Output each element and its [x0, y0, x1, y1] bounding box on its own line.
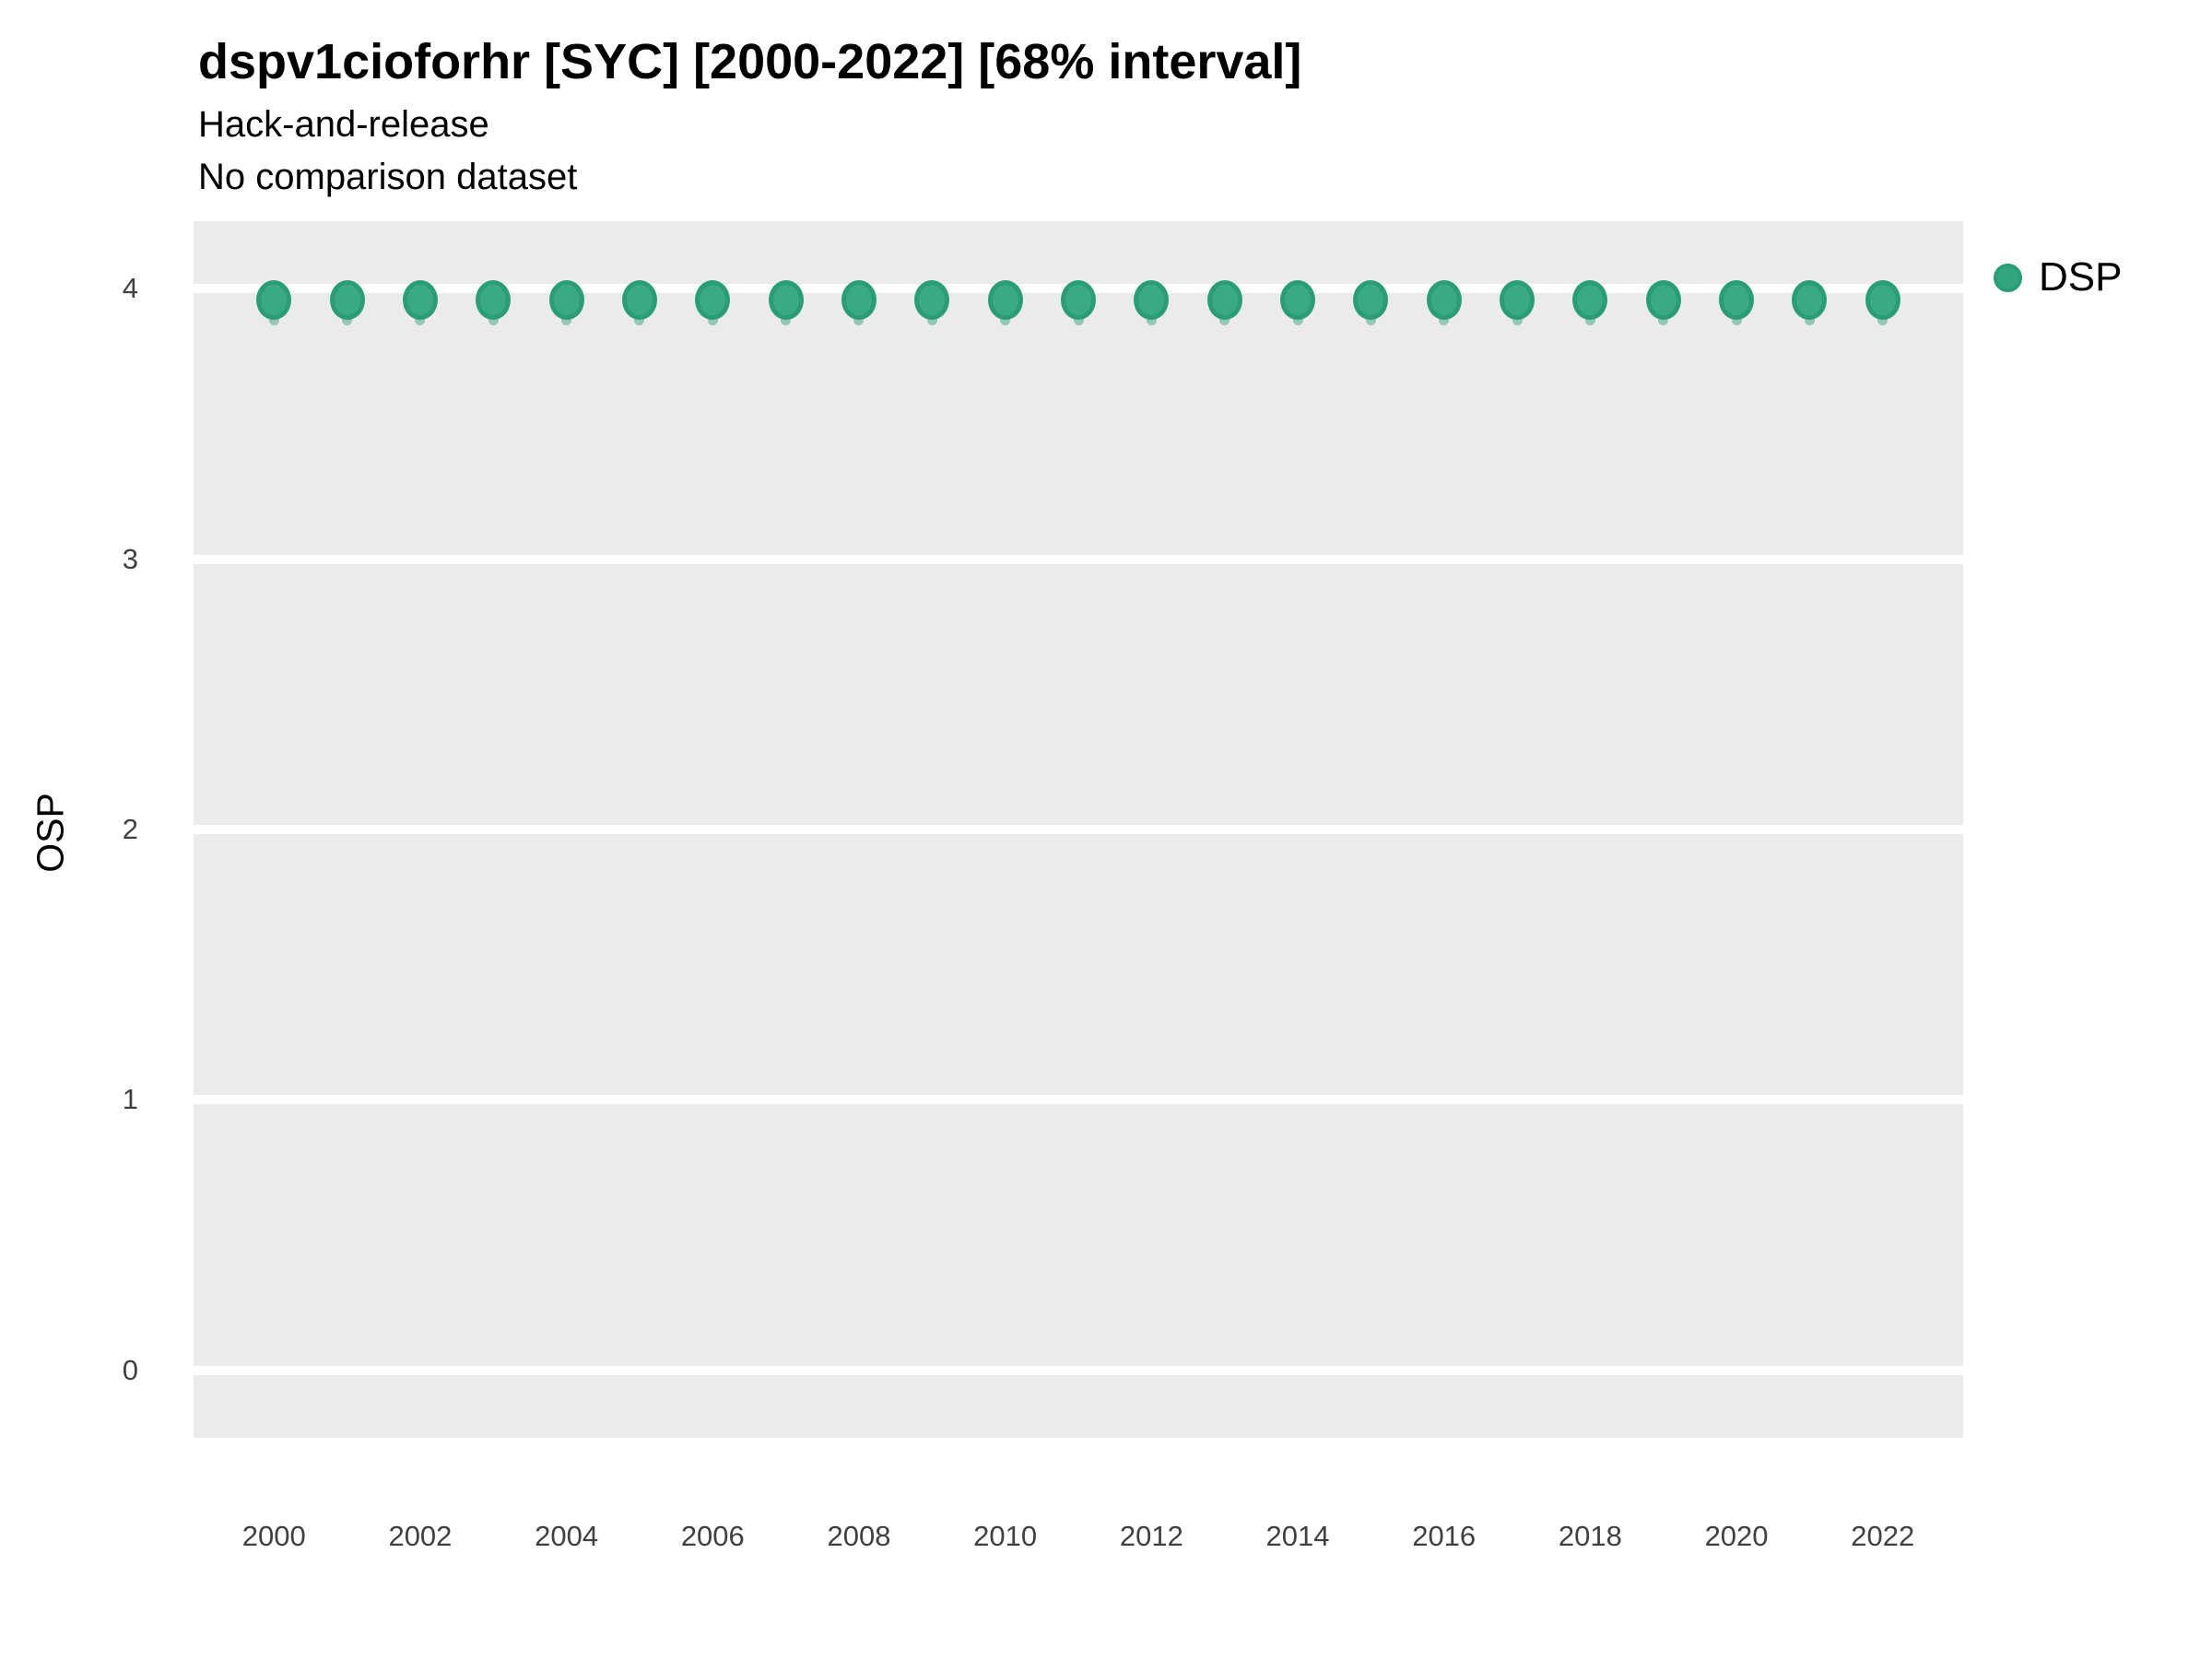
data-point-2013 [1206, 279, 1242, 320]
y-tick-label-0: 0 [122, 1353, 138, 1386]
x-tick-label-2002: 2002 [388, 1520, 453, 1552]
data-point-2000 [256, 279, 292, 320]
data-point-2008 [841, 279, 877, 320]
y-tick-label-3: 3 [122, 542, 138, 575]
legend: DSP [1994, 254, 2122, 300]
data-point-2015 [1353, 279, 1389, 320]
y-tick-label-2: 2 [122, 813, 138, 845]
plot-panel [194, 221, 1963, 1438]
x-tick-label-2012: 2012 [1119, 1520, 1183, 1552]
chart-subtitle-line-2: No comparison dataset [198, 157, 578, 197]
data-point-2022 [1865, 279, 1900, 320]
major-gridline-y-3 [194, 554, 1963, 564]
data-point-2004 [548, 279, 584, 320]
data-point-2019 [1645, 279, 1681, 320]
major-gridline-y-1 [194, 1095, 1963, 1105]
x-tick-label-2008: 2008 [827, 1520, 891, 1552]
y-tick-label-4: 4 [122, 272, 138, 305]
x-tick-label-2006: 2006 [680, 1520, 745, 1552]
data-point-2016 [1426, 279, 1462, 320]
y-tick-label-1: 1 [122, 1083, 138, 1116]
legend-point-icon [1994, 263, 2022, 292]
x-tick-label-2014: 2014 [1265, 1520, 1330, 1552]
data-point-2002 [402, 279, 438, 320]
x-tick-label-2010: 2010 [973, 1520, 1038, 1552]
legend-label: DSP [2039, 254, 2123, 300]
data-point-2009 [914, 279, 950, 320]
x-tick-label-2016: 2016 [1412, 1520, 1477, 1552]
data-point-2005 [621, 279, 657, 320]
chart-title: dspv1cioforhr [SYC] [2000-2022] [68% int… [198, 34, 1302, 89]
data-point-2007 [768, 279, 804, 320]
x-tick-label-2020: 2020 [1704, 1520, 1769, 1552]
data-point-2011 [1061, 279, 1096, 320]
data-point-2001 [329, 279, 365, 320]
data-point-2012 [1134, 279, 1170, 320]
data-point-2017 [1500, 279, 1535, 320]
x-tick-label-2018: 2018 [1558, 1520, 1622, 1552]
data-point-2014 [1280, 279, 1316, 320]
x-tick-label-2004: 2004 [535, 1520, 599, 1552]
chart-subtitle-line-1: Hack-and-release [198, 104, 489, 145]
x-tick-label-2022: 2022 [1851, 1520, 1915, 1552]
x-tick-label-2000: 2000 [241, 1520, 306, 1552]
data-point-2018 [1572, 279, 1608, 320]
data-point-2010 [987, 279, 1023, 320]
data-point-2003 [476, 279, 512, 320]
data-point-2020 [1719, 279, 1755, 320]
data-point-2021 [1792, 279, 1828, 320]
data-point-2006 [695, 279, 731, 320]
major-gridline-y-0 [194, 1365, 1963, 1375]
major-gridline-y-2 [194, 825, 1963, 834]
